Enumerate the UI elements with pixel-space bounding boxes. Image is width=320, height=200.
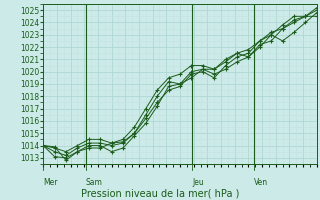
Text: Jeu: Jeu: [192, 178, 204, 187]
Text: Ven: Ven: [254, 178, 268, 187]
Text: Pression niveau de la mer( hPa ): Pression niveau de la mer( hPa ): [81, 188, 239, 198]
Text: Sam: Sam: [86, 178, 102, 187]
Text: Mer: Mer: [43, 178, 58, 187]
